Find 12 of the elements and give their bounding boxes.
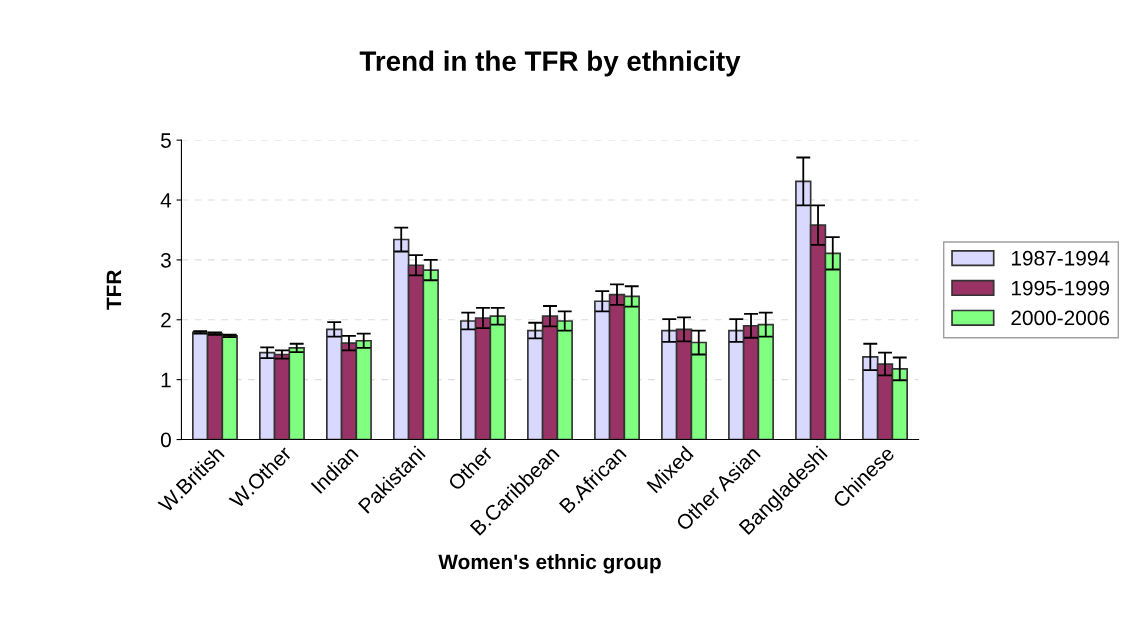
y-tick-label: 2 [161,312,171,328]
y-tick-label: 5 [160,133,171,148]
y-tick-label: 0 [160,432,171,448]
chart-title: Trend in the TFR by ethnicity [359,50,741,77]
y-axis-title: TFR [106,270,122,310]
y-tick-label: 3 [160,252,171,268]
y-tick-label: 1 [161,372,171,388]
legend-label: 1987-1994 [1011,250,1110,266]
legend-label: 1995-1999 [1011,280,1110,296]
y-tick-label: 4 [160,193,172,208]
x-axis-title: Women's ethnic group [438,553,661,574]
legend-label: 2000-2006 [1011,310,1110,326]
